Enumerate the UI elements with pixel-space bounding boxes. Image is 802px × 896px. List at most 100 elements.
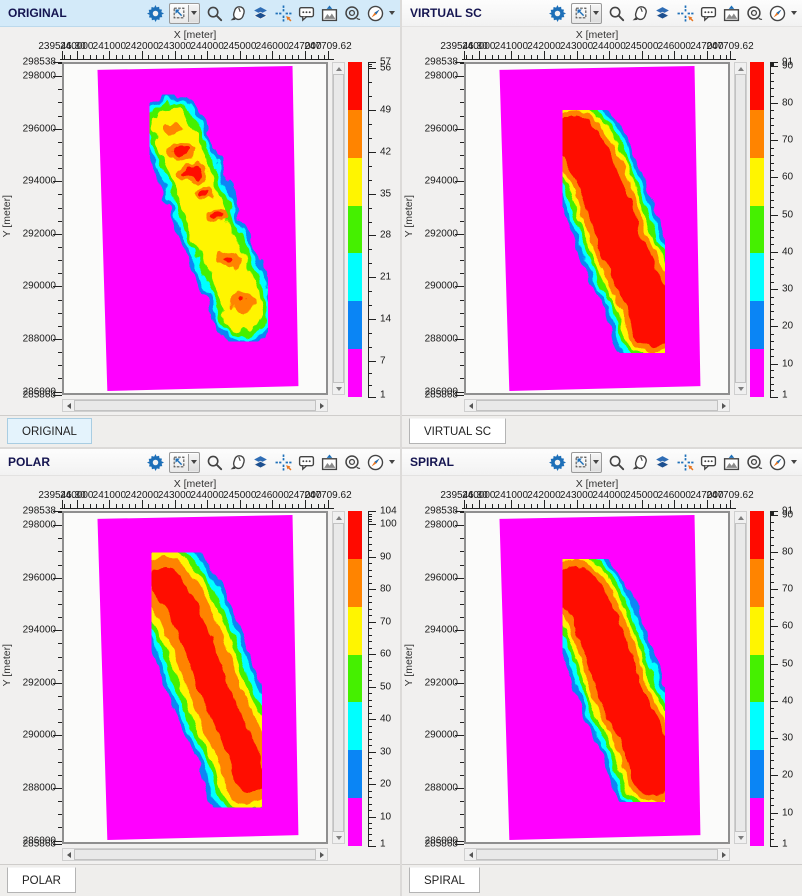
scroll-right-button[interactable]	[718, 849, 729, 860]
comment-bubble-button[interactable]	[699, 453, 717, 471]
zoom-to-selection-button[interactable]	[169, 451, 200, 473]
panel-tab[interactable]: VIRTUAL SC	[409, 418, 507, 444]
zoom-to-selection-button[interactable]	[571, 451, 602, 473]
tracking-crosshair-button[interactable]	[274, 4, 292, 22]
chevron-down-icon[interactable]	[389, 460, 395, 464]
horizontal-scroll-thumb[interactable]	[476, 400, 718, 411]
layers-button[interactable]	[653, 453, 671, 471]
zoom-to-selection-button[interactable]	[169, 2, 200, 24]
vertical-scrollbar[interactable]	[332, 511, 345, 844]
tick-mark	[583, 55, 585, 59]
loupe-button[interactable]	[745, 453, 763, 471]
horizontal-scroll-thumb[interactable]	[476, 849, 718, 860]
chevron-down-icon[interactable]	[389, 11, 395, 15]
loupe-button[interactable]	[745, 4, 763, 22]
tracking-crosshair-button[interactable]	[676, 453, 694, 471]
scroll-right-button[interactable]	[718, 400, 729, 411]
scroll-down-button[interactable]	[333, 832, 344, 843]
vertical-scroll-thumb[interactable]	[333, 523, 344, 832]
horizontal-scrollbar[interactable]	[464, 848, 730, 861]
magnifier-button[interactable]	[607, 453, 625, 471]
y-axis-title: Y [meter]	[403, 644, 415, 687]
mouse-select-button[interactable]	[228, 4, 246, 22]
compass-button[interactable]	[366, 453, 384, 471]
heatmap-canvas[interactable]	[64, 64, 326, 393]
comment-bubble-button[interactable]	[297, 453, 315, 471]
ylab-text: 298000	[424, 70, 458, 82]
panel-tab[interactable]: SPIRAL	[409, 867, 480, 893]
plot-area[interactable]	[464, 62, 730, 395]
scroll-up-button[interactable]	[735, 512, 746, 523]
vertical-scrollbar[interactable]	[332, 62, 345, 395]
vertical-scroll-thumb[interactable]	[735, 523, 746, 832]
mouse-select-button[interactable]	[228, 453, 246, 471]
zoom-to-selection-dropdown[interactable]	[590, 453, 601, 471]
zoom-to-selection-dropdown[interactable]	[590, 4, 601, 22]
layers-button[interactable]	[653, 4, 671, 22]
compass-button[interactable]	[768, 4, 786, 22]
vertical-scrollbar[interactable]	[734, 511, 747, 844]
vertical-scroll-thumb[interactable]	[333, 74, 344, 383]
magnifier-button[interactable]	[205, 453, 223, 471]
settings-gear-button[interactable]	[146, 453, 164, 471]
export-image-button[interactable]	[320, 453, 338, 471]
tick-mark	[368, 65, 372, 67]
scroll-right-button[interactable]	[316, 400, 327, 411]
scroll-up-button[interactable]	[333, 512, 344, 523]
layers-button[interactable]	[251, 4, 269, 22]
heatmap-canvas[interactable]	[466, 64, 728, 393]
heatmap-canvas[interactable]	[466, 513, 728, 842]
tick-mark	[89, 504, 91, 508]
zoom-to-selection-button[interactable]	[571, 2, 602, 24]
tick-mark	[517, 504, 519, 508]
mouse-select-button[interactable]	[630, 453, 648, 471]
comment-bubble-button[interactable]	[297, 4, 315, 22]
scroll-left-button[interactable]	[63, 400, 74, 411]
plot-area[interactable]	[464, 511, 730, 844]
settings-gear-button[interactable]	[146, 4, 164, 22]
tracking-crosshair-button[interactable]	[274, 453, 292, 471]
horizontal-scrollbar[interactable]	[464, 399, 730, 412]
tracking-crosshair-button[interactable]	[676, 4, 694, 22]
compass-button[interactable]	[768, 453, 786, 471]
horizontal-scrollbar[interactable]	[62, 848, 328, 861]
mouse-select-button[interactable]	[630, 4, 648, 22]
horizontal-scroll-thumb[interactable]	[74, 400, 316, 411]
horizontal-scroll-thumb[interactable]	[74, 849, 316, 860]
panel-tab[interactable]: ORIGINAL	[7, 418, 92, 444]
comment-bubble-icon	[700, 5, 717, 22]
scroll-up-button[interactable]	[333, 63, 344, 74]
export-image-button[interactable]	[722, 453, 740, 471]
scroll-down-button[interactable]	[735, 832, 746, 843]
panel-tab[interactable]: POLAR	[7, 867, 76, 893]
scroll-left-button[interactable]	[465, 400, 476, 411]
export-image-button[interactable]	[722, 4, 740, 22]
chevron-down-icon[interactable]	[791, 460, 797, 464]
scroll-right-button[interactable]	[316, 849, 327, 860]
scroll-up-button[interactable]	[735, 63, 746, 74]
loupe-button[interactable]	[343, 453, 361, 471]
layers-button[interactable]	[251, 453, 269, 471]
vertical-scroll-thumb[interactable]	[735, 74, 746, 383]
color-scale-band	[750, 750, 764, 799]
magnifier-button[interactable]	[607, 4, 625, 22]
settings-gear-button[interactable]	[548, 453, 566, 471]
comment-bubble-button[interactable]	[699, 4, 717, 22]
plot-area[interactable]	[62, 511, 328, 844]
loupe-button[interactable]	[343, 4, 361, 22]
compass-button[interactable]	[366, 4, 384, 22]
zoom-to-selection-dropdown[interactable]	[188, 4, 199, 22]
plot-area[interactable]	[62, 62, 328, 395]
heatmap-canvas[interactable]	[64, 513, 326, 842]
scroll-left-button[interactable]	[63, 849, 74, 860]
scroll-down-button[interactable]	[735, 383, 746, 394]
vertical-scrollbar[interactable]	[734, 62, 747, 395]
horizontal-scrollbar[interactable]	[62, 399, 328, 412]
zoom-to-selection-dropdown[interactable]	[188, 453, 199, 471]
scroll-left-button[interactable]	[465, 849, 476, 860]
settings-gear-button[interactable]	[548, 4, 566, 22]
scroll-down-button[interactable]	[333, 383, 344, 394]
export-image-button[interactable]	[320, 4, 338, 22]
magnifier-button[interactable]	[205, 4, 223, 22]
chevron-down-icon[interactable]	[791, 11, 797, 15]
